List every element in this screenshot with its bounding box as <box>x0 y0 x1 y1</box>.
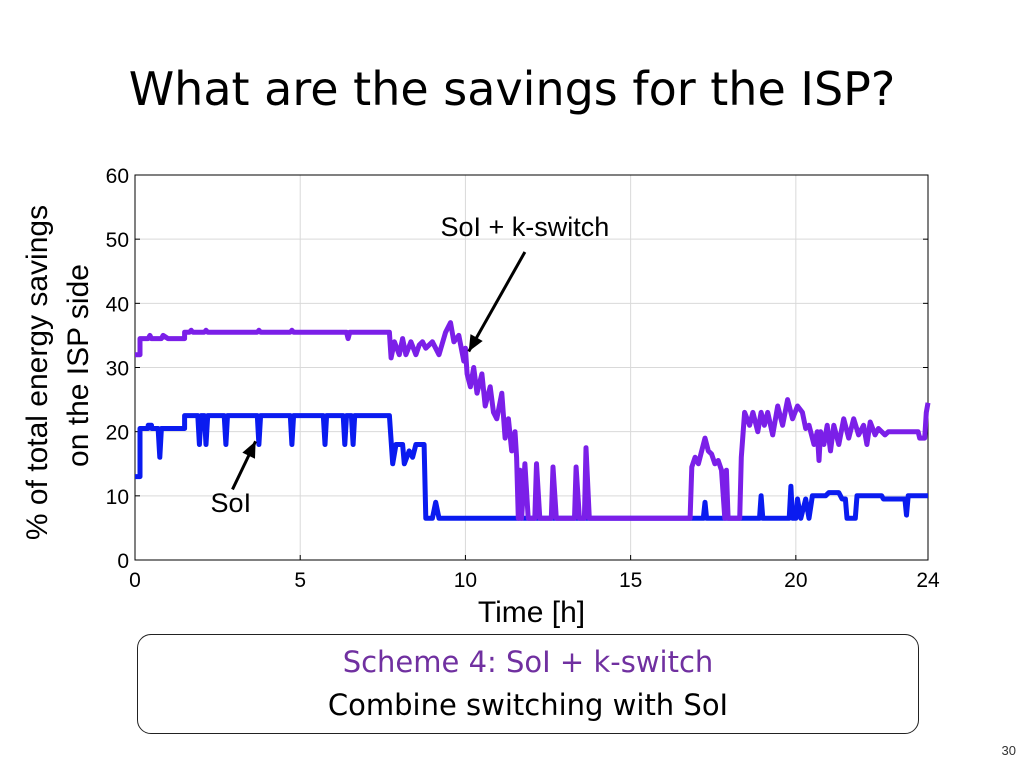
y-tick-label: 0 <box>117 550 129 573</box>
x-tick-label: 15 <box>619 569 642 592</box>
annotation-arrow <box>467 251 527 353</box>
page-number: 30 <box>1001 743 1016 758</box>
scheme-subtitle: Combine switching with SoI <box>327 687 729 722</box>
y-tick-label: 20 <box>106 422 129 445</box>
scheme-title: Scheme 4: SoI + k-switch <box>342 645 714 679</box>
x-tick-label: 20 <box>784 569 807 592</box>
axis-ticks: 0 5 10 15 20 24 0 10 20 30 40 50 60 <box>106 165 940 592</box>
annotation-label: SoI <box>211 488 252 518</box>
annotation-arrowhead <box>242 441 256 459</box>
annotation-label: SoI + k-switch <box>440 212 609 242</box>
data-series <box>135 320 931 521</box>
series-line-soi <box>135 413 928 521</box>
annotations: SoI + k-switch SoI <box>211 212 610 518</box>
y-axis-label-line2: on the ISP side <box>62 264 95 467</box>
y-tick-label: 60 <box>106 165 129 188</box>
x-tick-label: 5 <box>294 569 306 592</box>
annotation-arrowhead <box>468 334 483 352</box>
y-axis-label-line1: % of total energy savings <box>21 205 54 540</box>
y-tick-label: 50 <box>106 229 129 252</box>
y-tick-label: 10 <box>106 486 129 509</box>
scheme-box: Scheme 4: SoI + k-switch Combine switchi… <box>137 634 919 734</box>
x-axis-label: Time [h] <box>478 596 585 629</box>
y-tick-label: 40 <box>106 293 129 316</box>
series-line-soi-k-switch <box>135 320 931 521</box>
y-tick-label: 30 <box>106 358 129 381</box>
slide-title: What are the savings for the ISP? <box>128 62 896 116</box>
x-tick-label: 10 <box>454 569 477 592</box>
x-tick-label: 24 <box>916 569 940 592</box>
x-tick-label: 0 <box>129 569 141 592</box>
